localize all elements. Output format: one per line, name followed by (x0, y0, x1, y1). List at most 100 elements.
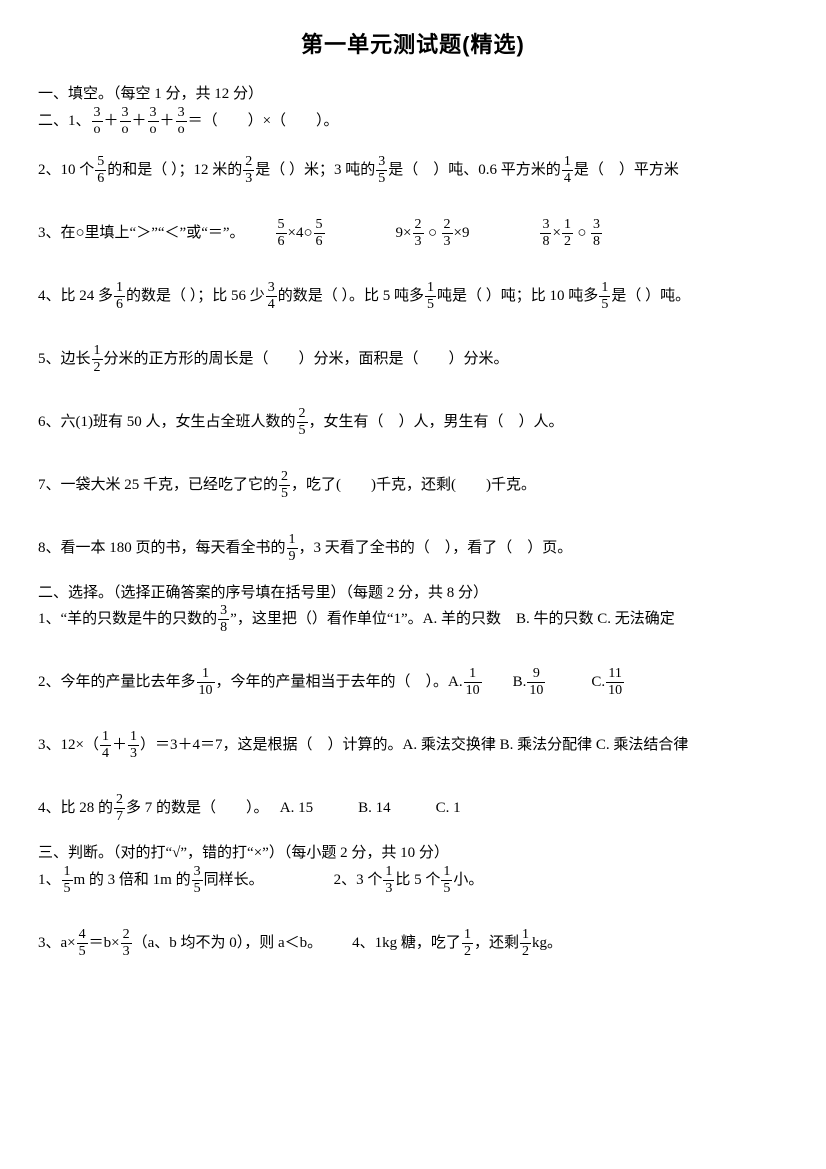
q2-2-p1: 2、今年的产量比去年多 (38, 671, 196, 694)
q1-7: 7、一袋大米 25 千克，已经吃了它的 25 ，吃了( )千克，还剩( )千克。 (38, 470, 788, 501)
q1-2-f1: 56 (95, 155, 106, 186)
q3-1-p3: 同样长。 (204, 869, 264, 892)
q2-3-p2: ＋ (112, 734, 127, 757)
q1-3-label: 3、在○里填上“＞”“＜”或“＝”。 (38, 222, 245, 245)
q2-3-p3: ）＝3＋4＝7，这是根据（ ）计算的。A. 乘法交换律 B. 乘法分配律 C. … (140, 734, 688, 757)
q1-4-p3: 的数是（ ）。比 5 吨多 (278, 285, 424, 308)
q2-2-fc: 1110 (606, 667, 624, 698)
q1-2-p5: 是（ ）平方米 (574, 159, 679, 182)
q1-4-f1: 16 (114, 281, 125, 312)
q1-8-f1: 19 (287, 533, 298, 564)
q1-8: 8、看一本 180 页的书，每天看全书的 19 ，3 天看了全书的（ ），看了（… (38, 533, 788, 564)
q2-4-p2: 多 7 的数是（ ）。 A. 15 B. 14 C. 1 (126, 797, 461, 820)
plus: ＋ (104, 110, 119, 133)
q3-2-p2: 比 5 个 (395, 869, 440, 892)
q1-3c-f3: 38 (591, 218, 602, 249)
q1-1-tail: ＝（ ）×（ ）。 (188, 110, 339, 133)
q1-3b-mid: ○ (425, 222, 441, 245)
q1-8-p1: 8、看一本 180 页的书，每天看全书的 (38, 537, 286, 560)
q1-1-frac-2: 3o (120, 106, 131, 137)
q3-1-p2: m 的 3 倍和 1m 的 (74, 869, 191, 892)
q1-6: 6、六(1)班有 50 人，女生占全班人数的 25 ，女生有（ ）人，男生有（ … (38, 407, 788, 438)
q3-2-p3: 小。 (453, 869, 483, 892)
q1-2-f4: 14 (562, 155, 573, 186)
q3-1-f1: 15 (62, 865, 73, 896)
q1-3c-f1: 38 (540, 218, 551, 249)
q3-2-p1: 2、3 个 (334, 869, 383, 892)
q1-2-p2: 的和是（ ）；12 米的 (107, 159, 242, 182)
q2-4: 4、比 28 的 27 多 7 的数是（ ）。 A. 15 B. 14 C. 1 (38, 793, 788, 824)
q1-5: 5、边长 12 分米的正方形的周长是（ ）分米，面积是（ ）分米。 (38, 344, 788, 375)
plus: ＋ (160, 110, 175, 133)
q3-1-p1: 1、 (38, 869, 61, 892)
q1-5-p1: 5、边长 (38, 348, 91, 371)
section-2-header-text: 二、选择。（选择正确答案的序号填在括号里）（每题 2 分，共 8 分） (38, 582, 488, 605)
section-3-header-text: 三、判断。（对的打“√”，错的打“×”）（每小题 2 分，共 10 分） (38, 842, 449, 865)
q1-3c-m1: × (552, 222, 560, 245)
q3-3-p3: （a、b 均不为 0），则 a＜b。 (133, 932, 323, 955)
q1-3a-f2: 56 (314, 218, 325, 249)
q3-3-p2: ＝b× (89, 932, 120, 955)
q2-1-p1: 1、“羊的只数是牛的只数的 (38, 608, 217, 631)
q1-2-p4: 是（ ）吨、0.6 平方米的 (388, 159, 561, 182)
q1-4: 4、比 24 多 16 的数是（ ）；比 56 少 34 的数是（ ）。比 5 … (38, 281, 788, 312)
q1-4-f2: 34 (266, 281, 277, 312)
q1-2: 2、10 个 56 的和是（ ）；12 米的 23 是（ ）米；3 吨的 35 … (38, 155, 788, 186)
q1-2-p3: 是（ ）米；3 吨的 (255, 159, 375, 182)
q1-3b-f1: 23 (413, 218, 424, 249)
q2-3-p1: 3、12×（ (38, 734, 99, 757)
q3-4-f2: 12 (520, 928, 531, 959)
q1-4-p1: 4、比 24 多 (38, 285, 113, 308)
q1-1-frac-3: 3o (148, 106, 159, 137)
q1-3b-pre: 9× (396, 222, 412, 245)
section-1-header: 一、填空。（每空 1 分，共 12 分） (38, 83, 788, 106)
q1-2-p1: 2、10 个 (38, 159, 94, 182)
q3-2-f1: 13 (383, 865, 394, 896)
q3-4-p3: kg。 (532, 932, 562, 955)
q1-4-p5: 是（ ）吨。 (611, 285, 690, 308)
q1-4-f3: 15 (425, 281, 436, 312)
q1-6-p1: 6、六(1)班有 50 人，女生占全班人数的 (38, 411, 296, 434)
section-3-header: 三、判断。（对的打“√”，错的打“×”）（每小题 2 分，共 10 分） (38, 842, 788, 865)
q2-4-p1: 4、比 28 的 (38, 797, 113, 820)
q2-2-p2: ，今年的产量相当于去年的（ ）。A. (216, 671, 463, 694)
q2-3: 3、12×（ 14 ＋ 13 ）＝3＋4＝7，这是根据（ ）计算的。A. 乘法交… (38, 730, 788, 761)
q1-3c-m2: ○ (574, 222, 590, 245)
q2-2-fb: 910 (527, 667, 545, 698)
q2-4-f1: 27 (114, 793, 125, 824)
plus: ＋ (132, 110, 147, 133)
q2-1: 1、“羊的只数是牛的只数的 38 ”，这里把（）看作单位“1”。A. 羊的只数 … (38, 604, 788, 635)
q3-4-p2: ，还剩 (474, 932, 519, 955)
q2-2-optB: B. (483, 671, 527, 694)
q2-1-p2: ”，这里把（）看作单位“1”。A. 羊的只数 B. 牛的只数 C. 无法确定 (230, 608, 675, 631)
q2-2: 2、今年的产量比去年多 110 ，今年的产量相当于去年的（ ）。A. 110 B… (38, 667, 788, 698)
section-1-header-text: 一、填空。（每空 1 分，共 12 分） (38, 83, 263, 106)
q3-3-f2: 23 (121, 928, 132, 959)
q1-6-f1: 25 (297, 407, 308, 438)
q2-3-f2: 13 (128, 730, 139, 761)
q1-1-label: 二、1、 (38, 110, 91, 133)
q2-3-f1: 14 (100, 730, 111, 761)
q3-4-p1: 4、1kg 糖，吃了 (352, 932, 461, 955)
page-title: 第一单元测试题(精选) (38, 28, 788, 61)
q1-3c-f2: 12 (562, 218, 573, 249)
q1-3b-f2: 23 (442, 218, 453, 249)
q1-5-p2: 分米的正方形的周长是（ ）分米，面积是（ ）分米。 (104, 348, 509, 371)
q3-2-f2: 15 (441, 865, 452, 896)
q3-1-f2: 35 (192, 865, 203, 896)
q2-2-optC: C. (546, 671, 605, 694)
q2-2-fa: 110 (464, 667, 482, 698)
q1-3a-f1: 56 (276, 218, 287, 249)
q1-4-p2: 的数是（ ）；比 56 少 (126, 285, 265, 308)
q2-2-f1: 110 (197, 667, 215, 698)
q1-1: 二、1、 3o ＋ 3o ＋ 3o ＋ 3o ＝（ ）×（ ）。 (38, 106, 788, 137)
q3-row1: 1、 15 m 的 3 倍和 1m 的 35 同样长。 2、3 个 13 比 5… (38, 865, 788, 896)
q1-1-frac-4: 3o (176, 106, 187, 137)
q3-row2: 3、a× 45 ＝b× 23 （a、b 均不为 0），则 a＜b。 4、1kg … (38, 928, 788, 959)
q1-2-f2: 23 (243, 155, 254, 186)
q1-8-p2: ，3 天看了全书的（ ），看了（ ）页。 (299, 537, 573, 560)
q1-5-f1: 12 (92, 344, 103, 375)
q1-3b-post: ×9 (454, 222, 470, 245)
q1-2-f3: 35 (376, 155, 387, 186)
q1-1-frac-1: 3o (92, 106, 103, 137)
